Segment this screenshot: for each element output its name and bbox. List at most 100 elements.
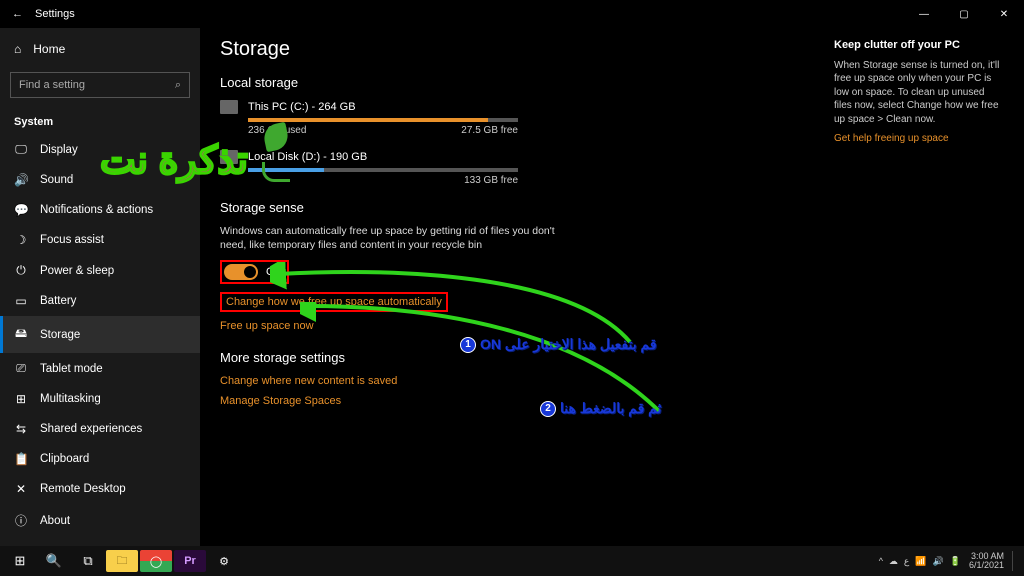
nav-icon: ⏻ [14, 263, 28, 278]
nav-label: Remote Desktop [40, 483, 126, 495]
nav-label: Storage [40, 329, 80, 341]
nav-icon: ⊞ [14, 392, 28, 406]
disk-entry[interactable]: Local Disk (D:) - 190 GB 133 GB free [220, 150, 834, 186]
settings-app[interactable]: ⚙ [208, 550, 240, 572]
nav-icon: 🖵 [14, 142, 28, 157]
nav-icon: ▭ [14, 294, 28, 308]
tips-panel: Keep clutter off your PC When Storage se… [834, 38, 1004, 536]
sidebar-item-battery[interactable]: ▭ Battery [0, 286, 200, 316]
sidebar-item-focus-assist[interactable]: ☽ Focus assist [0, 225, 200, 255]
tray-battery-icon[interactable]: 🔋 [950, 556, 961, 567]
disk-bar [248, 118, 518, 122]
more-settings-heading: More storage settings [220, 350, 834, 365]
nav-list: 🖵 Display 🔊 Sound 💬 Notifications & actions ☽ F… [0, 134, 200, 537]
sidebar-item-remote-desktop[interactable]: ✕ Remote Desktop [0, 474, 200, 504]
nav-label: Battery [40, 295, 76, 307]
disk-name: This PC (C:) - 264 GB [248, 101, 356, 113]
sidebar-item-about[interactable]: ⓘ About [0, 504, 200, 537]
disk-used: 236 GB used [248, 125, 306, 136]
disk-bar [248, 168, 518, 172]
change-auto-link[interactable]: Change how we free up space automaticall… [226, 296, 442, 308]
sidebar-item-storage[interactable]: 🖴 Storage [0, 316, 200, 353]
nav-label: Sound [40, 174, 73, 186]
free-now-link[interactable]: Free up space now [220, 320, 834, 332]
nav-label: Shared experiences [40, 423, 142, 435]
premiere-app[interactable]: Pr [174, 550, 206, 572]
sidebar-item-sound[interactable]: 🔊 Sound [0, 165, 200, 195]
sidebar-item-clipboard[interactable]: 📋 Clipboard [0, 444, 200, 474]
disk-free: 27.5 GB free [461, 125, 518, 136]
nav-icon: ✕ [14, 482, 28, 496]
manage-spaces-link[interactable]: Manage Storage Spaces [220, 395, 834, 407]
sidebar: ⌂ Home Find a setting ⌕ System 🖵 Display 🔊… [0, 28, 200, 546]
nav-label: About [40, 515, 70, 527]
nav-icon: ☽ [14, 233, 28, 247]
tray-onedrive-icon[interactable]: ☁ [889, 556, 898, 567]
section-label: System [0, 106, 200, 134]
tray-wifi-icon[interactable]: 📶 [915, 556, 926, 567]
nav-icon: 🔊 [14, 173, 28, 187]
maximize-button[interactable]: ▢ [944, 0, 984, 28]
titlebar: ← Settings — ▢ ✕ [0, 0, 1024, 28]
home-nav[interactable]: ⌂ Home [0, 34, 200, 64]
storage-sense-toggle-row: On [220, 260, 289, 284]
back-button[interactable]: ← [12, 8, 23, 20]
nav-label: Multitasking [40, 393, 101, 405]
home-icon: ⌂ [14, 42, 21, 56]
nav-icon: ⓘ [14, 512, 28, 529]
home-label: Home [33, 42, 65, 56]
nav-icon: ⎚ [14, 361, 28, 376]
disk-entry[interactable]: This PC (C:) - 264 GB 236 GB used 27.5 GB … [220, 100, 834, 136]
nav-label: Clipboard [40, 453, 89, 465]
sidebar-item-notifications-actions[interactable]: 💬 Notifications & actions [0, 195, 200, 225]
storage-sense-toggle[interactable] [224, 264, 258, 280]
nav-label: Tablet mode [40, 363, 103, 375]
close-button[interactable]: ✕ [984, 0, 1024, 28]
tray-volume-icon[interactable]: 🔊 [933, 556, 944, 567]
sidebar-item-display[interactable]: 🖵 Display [0, 134, 200, 165]
tray-lang[interactable]: ع [904, 556, 909, 567]
disk-icon [220, 100, 238, 114]
tips-body: When Storage sense is turned on, it'll f… [834, 59, 1004, 127]
nav-label: Notifications & actions [40, 204, 153, 216]
search-button[interactable]: 🔍 [38, 548, 70, 574]
tips-title: Keep clutter off your PC [834, 38, 1004, 53]
chrome-app[interactable]: ◯ [140, 550, 172, 572]
storage-sense-heading: Storage sense [220, 200, 834, 215]
storage-sense-desc: Windows can automatically free up space … [220, 225, 580, 252]
tips-link[interactable]: Get help freeing up space [834, 132, 1004, 146]
taskbar: ⊞ 🔍 ⧉ 🗀 ◯ Pr ⚙ ^ ☁ ع 📶 🔊 🔋 3:00 AM 6/1/2… [0, 546, 1024, 576]
window-title: Settings [35, 8, 75, 20]
page-title: Storage [220, 38, 834, 61]
nav-label: Power & sleep [40, 265, 114, 277]
nav-icon: 📋 [14, 452, 28, 466]
disk-icon [220, 150, 238, 164]
disk-free: 133 GB free [464, 175, 518, 186]
disk-name: Local Disk (D:) - 190 GB [248, 151, 367, 163]
sidebar-item-multitasking[interactable]: ⊞ Multitasking [0, 384, 200, 414]
sidebar-item-tablet-mode[interactable]: ⎚ Tablet mode [0, 353, 200, 384]
clock[interactable]: 3:00 AM 6/1/2021 [969, 552, 1004, 571]
nav-icon: ⇆ [14, 422, 28, 436]
nav-icon: 🖴 [14, 324, 28, 345]
search-placeholder: Find a setting [19, 79, 85, 91]
start-button[interactable]: ⊞ [4, 548, 36, 574]
sidebar-item-power-sleep[interactable]: ⏻ Power & sleep [0, 255, 200, 286]
tray[interactable]: ^ ☁ ع 📶 🔊 🔋 [879, 556, 961, 567]
tray-chevron-icon[interactable]: ^ [879, 556, 883, 566]
nav-label: Display [40, 144, 78, 156]
search-input[interactable]: Find a setting ⌕ [10, 72, 190, 98]
local-storage-heading: Local storage [220, 75, 834, 90]
content: Storage Local storage This PC (C:) - 264… [220, 38, 834, 536]
task-view-button[interactable]: ⧉ [72, 548, 104, 574]
nav-icon: 💬 [14, 203, 28, 217]
show-desktop[interactable] [1012, 551, 1016, 571]
search-icon: ⌕ [175, 79, 181, 92]
sidebar-item-shared-experiences[interactable]: ⇆ Shared experiences [0, 414, 200, 444]
toggle-label: On [266, 266, 281, 278]
change-where-link[interactable]: Change where new content is saved [220, 375, 834, 387]
explorer-app[interactable]: 🗀 [106, 550, 138, 572]
minimize-button[interactable]: — [904, 0, 944, 28]
clock-date: 6/1/2021 [969, 561, 1004, 570]
nav-label: Focus assist [40, 234, 104, 246]
